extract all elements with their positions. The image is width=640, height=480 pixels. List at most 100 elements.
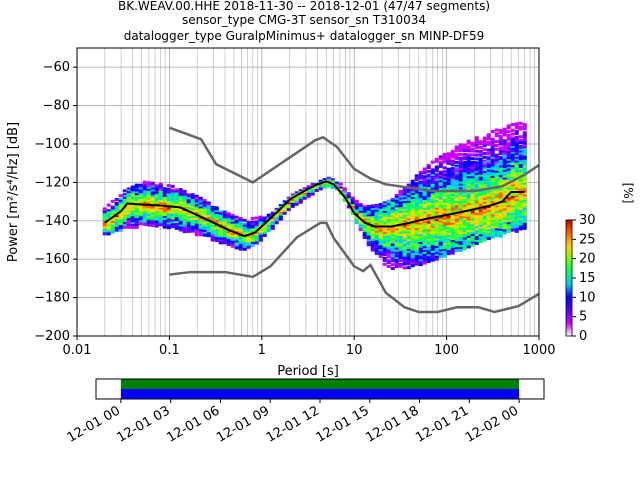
psd-cell: [510, 172, 515, 176]
psd-cell: [446, 192, 451, 196]
psd-cell: [366, 214, 371, 218]
psd-cell: [450, 220, 455, 224]
psd-cell: [514, 212, 519, 216]
psd-cell: [390, 203, 395, 207]
psd-cell: [462, 229, 467, 233]
psd-cell: [142, 217, 147, 221]
psd-cell: [158, 186, 163, 190]
psd-cell: [450, 251, 455, 255]
psd-cell: [514, 193, 519, 197]
psd-cell: [206, 203, 211, 207]
psd-cell: [466, 157, 471, 161]
psd-cell: [238, 230, 243, 234]
psd-cell: [378, 245, 383, 249]
psd-cell: [214, 238, 219, 242]
psd-cell: [370, 248, 375, 252]
psd-cell: [178, 218, 183, 222]
psd-cell: [518, 223, 523, 227]
psd-cell: [150, 220, 155, 224]
psd-cell: [470, 205, 475, 209]
psd-cell: [482, 163, 487, 167]
psd-cell: [410, 239, 415, 243]
psd-cell: [158, 200, 163, 204]
psd-cell: [114, 201, 119, 205]
psd-cell: [182, 216, 187, 220]
psd-cell: [430, 222, 435, 226]
psd-cell: [442, 225, 447, 229]
psd-cell: [226, 219, 231, 223]
psd-cell: [370, 212, 375, 216]
psd-cell: [382, 235, 387, 239]
psd-cell: [490, 218, 495, 222]
psd-cell: [282, 211, 287, 215]
psd-cell: [418, 180, 423, 184]
psd-cell: [198, 196, 203, 200]
psd-cell: [230, 244, 235, 248]
psd-cell: [370, 244, 375, 248]
psd-cell: [186, 224, 191, 228]
psd-cell: [450, 222, 455, 226]
psd-cell: [122, 220, 127, 224]
psd-cell: [490, 145, 495, 149]
psd-cell: [410, 210, 415, 214]
psd-cell: [482, 173, 487, 177]
psd-cell: [422, 211, 427, 215]
psd-cell: [466, 222, 471, 226]
x-tick-label: 100: [434, 343, 459, 358]
colorbar-tick-label: 30: [579, 213, 596, 228]
psd-cell: [510, 207, 515, 211]
psd-cell: [366, 208, 371, 212]
psd-cell: [254, 228, 259, 232]
psd-cell: [410, 204, 415, 208]
psd-cell: [482, 232, 487, 236]
psd-cell: [410, 246, 415, 250]
psd-cell: [486, 137, 491, 141]
psd-cell: [438, 187, 443, 191]
psd-cell: [378, 237, 383, 241]
psd-cell: [442, 206, 447, 210]
psd-cell: [242, 224, 247, 228]
psd-cell: [514, 147, 519, 151]
x-tick-label: 0.01: [63, 343, 92, 358]
noise-model-lines: [168, 126, 539, 314]
psd-cell: [482, 151, 487, 155]
psd-cell: [502, 208, 507, 212]
psd-cell: [514, 203, 519, 207]
psd-cell: [230, 238, 235, 242]
psd-cell: [510, 169, 515, 173]
psd-cell: [458, 208, 463, 212]
psd-cell: [334, 183, 339, 187]
psd-cell: [426, 202, 431, 206]
colorbar-tick-label: 10: [579, 290, 596, 305]
psd-cell: [138, 199, 143, 203]
psd-cell: [146, 194, 151, 198]
psd-cell: [506, 212, 511, 216]
psd-cell: [430, 177, 435, 181]
psd-cell: [126, 206, 131, 210]
psd-cell: [442, 252, 447, 256]
psd-cell: [106, 224, 111, 228]
psd-cell: [410, 260, 415, 264]
psd-cell: [522, 167, 527, 171]
psd-cell: [490, 200, 495, 204]
psd-cell: [158, 198, 163, 202]
psd-cell: [206, 232, 211, 236]
psd-cell: [150, 208, 155, 212]
psd-cell: [270, 223, 275, 227]
psd-cell: [458, 172, 463, 176]
timeline-bands: [120, 379, 520, 399]
psd-cell: [434, 178, 439, 182]
psd-cell: [378, 206, 383, 210]
psd-cell: [490, 225, 495, 229]
psd-cell: [330, 185, 335, 189]
psd-cell: [402, 204, 407, 208]
psd-cell: [134, 204, 139, 208]
y-tick-label: −60: [43, 60, 70, 75]
psd-cell: [386, 238, 391, 242]
psd-cell: [510, 211, 515, 215]
psd-cell: [490, 212, 495, 216]
psd-cell: [182, 212, 187, 216]
psd-cell: [474, 236, 479, 240]
psd-cell: [510, 176, 515, 180]
psd-cell: [490, 143, 495, 147]
